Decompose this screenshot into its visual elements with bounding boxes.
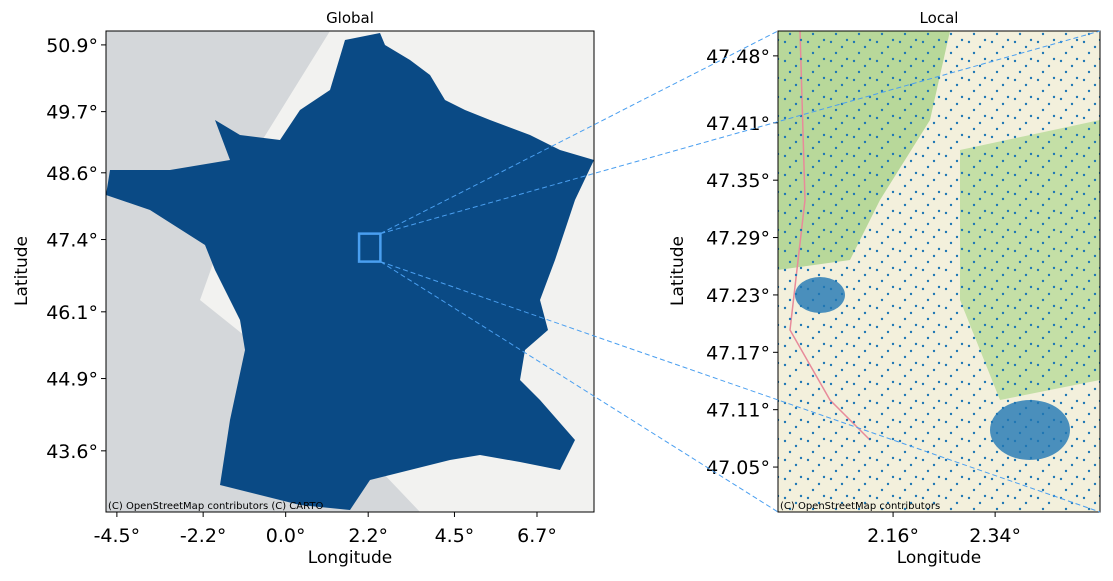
connector — [380, 261, 779, 513]
connector — [380, 30, 779, 235]
attribution: (C) OpenStreetMap contributors — [780, 501, 940, 512]
y-tick-label: 50.9° — [46, 35, 98, 57]
connector — [380, 30, 1101, 235]
y-tick-label: 47.48° — [706, 46, 770, 68]
x-label: Longitude — [897, 548, 982, 568]
cluster — [990, 400, 1070, 460]
y-label: Latitude — [12, 236, 32, 306]
connector — [380, 261, 1101, 513]
x-label: Longitude — [308, 548, 393, 568]
y-tick-label: 47.05° — [706, 457, 770, 479]
y-tick-label: 49.7° — [46, 102, 98, 124]
y-tick-label: 47.4° — [46, 230, 98, 252]
title: Global — [326, 9, 374, 27]
x-tick-label: -4.5° — [94, 525, 141, 547]
x-tick-label: 4.5° — [435, 525, 475, 547]
y-tick-label: 47.17° — [706, 342, 770, 364]
x-tick-label: 2.34° — [969, 525, 1021, 547]
y-tick-label: 47.41° — [706, 113, 770, 135]
y-tick-label: 46.1° — [46, 302, 98, 324]
cluster — [795, 277, 845, 313]
y-tick-label: 47.11° — [706, 400, 770, 422]
y-tick-label: 47.29° — [706, 228, 770, 250]
france-points — [106, 33, 594, 510]
title: Local — [920, 9, 959, 27]
y-tick-label: 48.6° — [46, 163, 98, 185]
x-tick-label: 6.7° — [517, 525, 557, 547]
y-label: Latitude — [668, 236, 688, 306]
x-tick-label: 0.0° — [266, 525, 306, 547]
y-tick-label: 47.35° — [706, 170, 770, 192]
y-tick-label: 43.6° — [46, 441, 98, 463]
x-tick-label: 2.2° — [348, 525, 388, 547]
local-panel: Local Longitude Latitude (C) OpenStreetM… — [668, 9, 981, 568]
y-tick-label: 47.23° — [706, 285, 770, 307]
inset-box — [357, 232, 382, 263]
y-tick-label: 44.9° — [46, 369, 98, 391]
x-tick-label: 2.16° — [867, 525, 919, 547]
axes-frame — [105, 30, 595, 513]
global-panel: Global Longitude Latitude (C) OpenStreet… — [12, 9, 392, 568]
attribution: (C) OpenStreetMap contributors (C) CARTO — [108, 501, 323, 512]
axes-frame — [777, 30, 1101, 513]
x-tick-label: -2.2° — [180, 525, 227, 547]
